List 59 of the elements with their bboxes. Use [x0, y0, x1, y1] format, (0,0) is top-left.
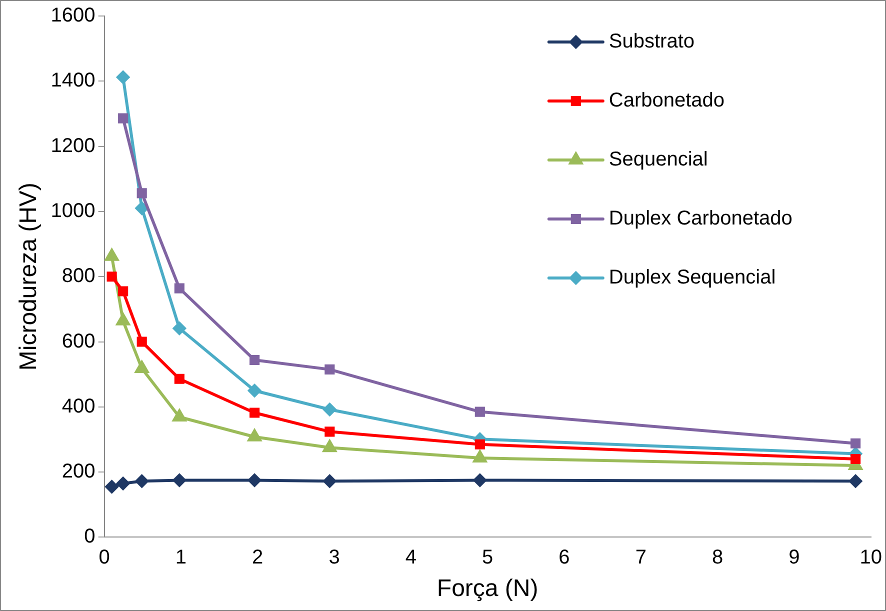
- point: [323, 403, 336, 416]
- point: [106, 272, 117, 282]
- point: [248, 384, 262, 398]
- y-tick-label: 1000: [50, 200, 96, 222]
- point: [116, 476, 130, 490]
- point: [248, 474, 262, 487]
- point: [323, 474, 336, 488]
- x-tick-label: 1: [175, 546, 187, 569]
- y-tick-label: 200: [62, 460, 96, 483]
- point: [250, 408, 260, 418]
- point: [116, 70, 130, 84]
- y-tick-label: 1600: [50, 4, 96, 27]
- point: [105, 480, 118, 494]
- point: [474, 406, 485, 417]
- y-tick-label: 400: [62, 395, 96, 418]
- point: [248, 429, 262, 442]
- point: [174, 374, 184, 384]
- y-axis-title: Microdureza (HV): [15, 182, 42, 371]
- y-tick-label: 1400: [50, 70, 96, 92]
- point: [172, 474, 186, 487]
- point: [849, 474, 862, 488]
- point: [174, 283, 184, 294]
- point: [474, 439, 485, 450]
- legend-label: Duplex Carbonetado: [608, 208, 792, 230]
- point: [850, 454, 861, 464]
- y-tick-label: 800: [62, 265, 96, 288]
- point: [324, 364, 335, 374]
- point: [473, 474, 486, 487]
- point: [322, 440, 336, 452]
- x-tick-label: 3: [328, 546, 340, 569]
- legend-label: Carbonetado: [608, 90, 725, 112]
- point: [118, 286, 128, 296]
- point: [118, 113, 128, 124]
- point: [324, 426, 335, 437]
- x-tick-label: 7: [635, 546, 646, 569]
- legend-label: Substrato: [608, 30, 695, 53]
- legend-label: Duplex Sequencial: [608, 266, 776, 289]
- y-tick-label: 600: [62, 330, 96, 352]
- x-axis-title: Força (N): [436, 575, 538, 602]
- point: [136, 336, 147, 347]
- x-tick-label: 6: [558, 546, 570, 569]
- point: [250, 354, 260, 366]
- point: [172, 410, 186, 422]
- point: [172, 322, 186, 335]
- x-tick-label: 9: [788, 546, 800, 569]
- point: [850, 438, 861, 448]
- point: [135, 202, 148, 215]
- point: [473, 450, 487, 463]
- point: [135, 474, 148, 488]
- x-tick-label: 4: [405, 546, 416, 569]
- x-tick-label: 10: [860, 546, 882, 569]
- x-tick-label: 8: [712, 546, 724, 569]
- x-tick-label: 5: [482, 546, 494, 569]
- point: [136, 188, 147, 198]
- y-tick-label: 1200: [50, 134, 96, 157]
- x-tick-label: 2: [252, 546, 264, 569]
- x-tick-label: 0: [98, 546, 110, 569]
- y-tick-label: 0: [84, 526, 96, 548]
- legend-label: Sequencial: [608, 148, 708, 171]
